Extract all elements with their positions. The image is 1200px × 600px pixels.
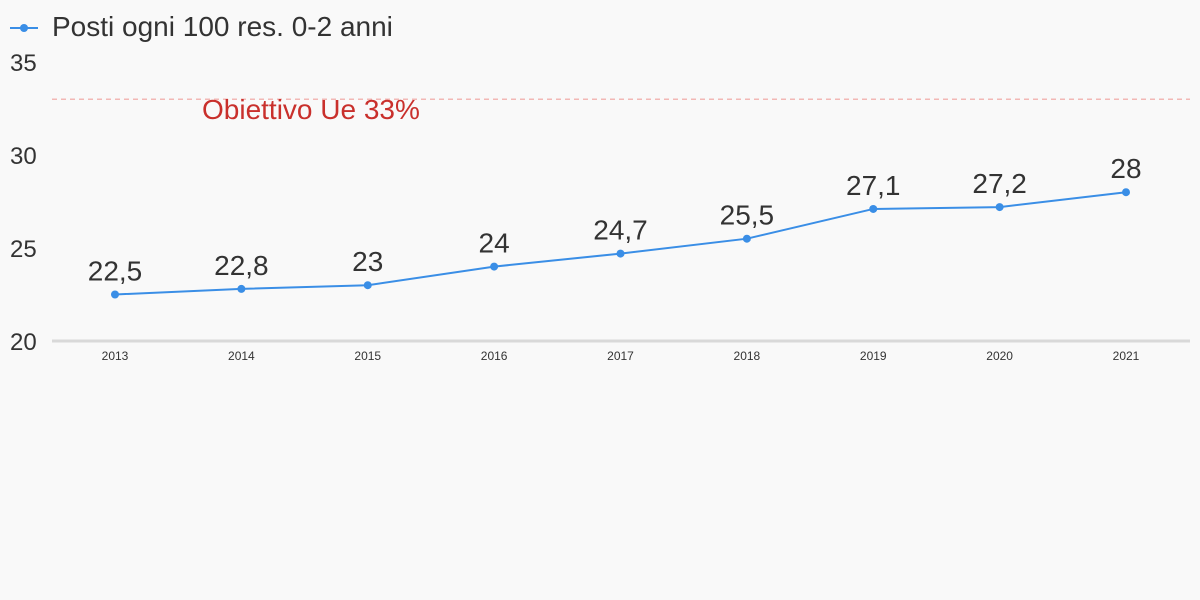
x-tick-label: 2013 [102,349,129,363]
y-tick-label: 25 [10,236,37,263]
reference-line-group: Obiettivo Ue 33% [52,94,1190,125]
data-point [111,290,119,299]
x-tick-label: 2015 [354,349,381,363]
data-point [490,262,499,271]
data-label: 25,5 [720,200,775,231]
x-tick-label: 2020 [986,349,1013,363]
y-tick-label: 20 [10,329,37,356]
legend: Posti ogni 100 res. 0-2 anni [10,11,393,42]
data-point [869,204,878,213]
data-label: 27,2 [972,168,1027,199]
data-point [616,249,625,258]
legend-label: Posti ogni 100 res. 0-2 anni [52,11,393,42]
x-axis-ticks: 2013 2014 2015 2016 2017 2018 2019 2020 2021 [102,349,1140,363]
y-axis: 20 25 30 35 [10,50,37,356]
data-point [363,281,372,290]
x-tick-label: 2018 [734,349,761,363]
series-group: 22,5 22,8 23 24 24,7 25,5 27,1 27,2 28 [88,153,1142,299]
reference-line-label: Obiettivo Ue 33% [202,94,420,125]
data-point [1122,188,1130,197]
data-label: 22,8 [214,250,269,281]
x-tick-label: 2021 [1113,349,1140,363]
y-tick-label: 35 [10,50,37,77]
data-point [995,203,1004,212]
data-label: 27,1 [846,170,901,201]
legend-swatch-marker [20,24,28,32]
x-tick-label: 2014 [228,349,255,363]
data-point [742,234,751,243]
data-label: 28 [1110,153,1141,184]
data-label: 23 [352,246,383,277]
data-point [237,284,246,293]
y-tick-label: 30 [10,143,37,170]
x-tick-label: 2017 [607,349,634,363]
x-tick-label: 2016 [481,349,508,363]
data-label: 24 [479,228,510,259]
data-label: 22,5 [88,256,143,287]
data-label: 24,7 [593,215,648,246]
x-tick-label: 2019 [860,349,887,363]
